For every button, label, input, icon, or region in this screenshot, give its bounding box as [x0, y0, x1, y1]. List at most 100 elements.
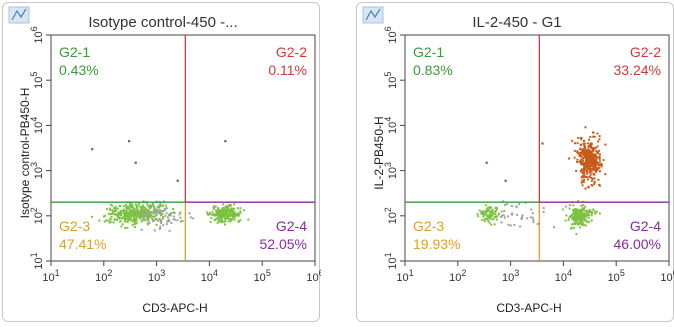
data-point — [151, 203, 154, 206]
data-point — [179, 220, 182, 223]
data-point — [152, 212, 155, 215]
data-point — [216, 207, 219, 210]
data-point — [223, 215, 226, 218]
data-point — [584, 205, 587, 208]
data-point — [125, 203, 128, 206]
data-point — [542, 207, 545, 210]
data-point — [162, 215, 165, 218]
data-point — [189, 216, 192, 219]
data-point — [574, 214, 577, 217]
y-tick-label: 102 — [383, 207, 399, 224]
data-point — [145, 209, 148, 212]
data-point — [482, 215, 485, 218]
data-point — [234, 215, 237, 218]
data-point — [579, 221, 582, 224]
data-point — [586, 178, 589, 181]
data-point — [124, 209, 127, 212]
data-point — [486, 218, 489, 221]
data-point — [583, 217, 586, 220]
data-point — [223, 220, 226, 223]
data-point — [598, 149, 601, 152]
data-point — [590, 156, 593, 159]
data-point — [580, 208, 583, 211]
data-point — [132, 209, 135, 212]
data-point — [580, 204, 583, 207]
data-point — [587, 155, 590, 158]
data-point — [515, 206, 518, 209]
data-point — [121, 209, 124, 212]
data-point — [176, 179, 179, 182]
data-point — [116, 207, 119, 210]
data-point — [480, 210, 483, 213]
data-point — [593, 182, 596, 185]
data-point — [542, 210, 545, 213]
data-point — [577, 213, 580, 216]
data-point — [595, 164, 598, 167]
data-point — [140, 228, 143, 231]
data-point — [497, 213, 500, 216]
data-point — [156, 206, 159, 209]
data-point — [236, 207, 239, 210]
data-point — [583, 170, 586, 173]
data-point — [583, 174, 586, 177]
data-point — [589, 143, 592, 146]
data-point — [217, 218, 220, 221]
data-point — [595, 161, 598, 164]
data-point — [232, 217, 235, 220]
data-point — [532, 218, 535, 221]
data-point — [588, 169, 591, 172]
data-point — [583, 168, 586, 171]
data-point — [131, 213, 134, 216]
data-point — [569, 203, 572, 206]
data-point — [586, 142, 589, 145]
data-point — [592, 146, 595, 149]
data-point — [586, 172, 589, 175]
x-tick-label: 105 — [608, 268, 625, 284]
data-point — [129, 216, 132, 219]
data-point — [576, 142, 579, 145]
data-point — [148, 207, 151, 210]
data-point — [575, 220, 578, 223]
data-point — [216, 216, 219, 219]
data-point — [503, 216, 506, 219]
data-point — [233, 210, 236, 213]
data-point — [589, 157, 592, 160]
data-point — [142, 200, 145, 203]
data-point — [231, 213, 234, 216]
data-point — [583, 165, 586, 168]
quadrant-name: G2-1 — [59, 44, 90, 60]
data-point — [219, 210, 222, 213]
data-point — [165, 212, 168, 215]
data-point — [146, 218, 149, 221]
data-point — [582, 181, 585, 184]
data-point — [214, 205, 217, 208]
data-point — [214, 213, 217, 216]
data-point — [114, 205, 117, 208]
data-point — [504, 179, 507, 182]
data-point — [151, 215, 154, 218]
data-point — [109, 209, 112, 212]
data-point — [581, 214, 584, 217]
data-point — [579, 219, 582, 222]
data-point — [212, 208, 215, 211]
data-point — [584, 224, 587, 227]
data-point — [226, 214, 229, 217]
data-point — [587, 185, 590, 188]
data-point — [210, 217, 213, 220]
data-point — [579, 169, 582, 172]
data-point — [121, 216, 124, 219]
data-point — [152, 205, 155, 208]
data-point — [593, 173, 596, 176]
data-point — [126, 220, 129, 223]
data-point — [226, 208, 229, 211]
data-point — [166, 216, 169, 219]
data-point — [578, 222, 581, 225]
data-point — [170, 222, 173, 225]
data-point — [111, 209, 114, 212]
data-point — [516, 213, 519, 216]
data-point — [576, 217, 579, 220]
data-point — [595, 168, 598, 171]
data-point — [511, 212, 514, 215]
data-point — [142, 211, 145, 214]
data-point — [585, 209, 588, 212]
